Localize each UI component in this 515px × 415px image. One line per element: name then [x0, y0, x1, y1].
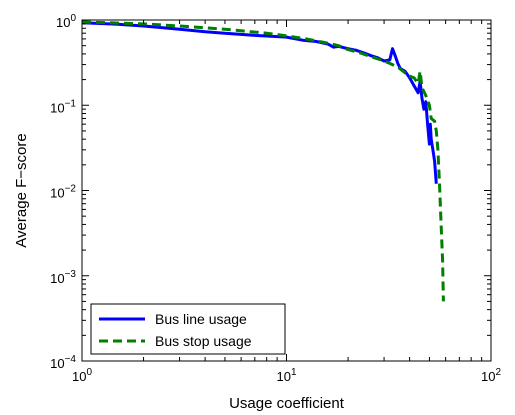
- series-layer: [81, 20, 445, 302]
- legend-box: [90, 303, 286, 355]
- y-tick-label: 10−3: [50, 269, 76, 286]
- legend: Bus line usage Bus stop usage: [90, 303, 286, 355]
- legend-label-bus-line: Bus line usage: [155, 311, 247, 327]
- x-tick-label: 102: [481, 367, 501, 384]
- legend-label-bus-stop: Bus stop usage: [155, 333, 252, 349]
- tick-label-layer: 100 101 102 10−4 10−3 10−2 10−1 100: [50, 13, 501, 384]
- series-line-bus-line: [81, 21, 438, 184]
- y-axis-label: Average F−score: [13, 133, 30, 247]
- y-tick-label: 10−2: [50, 184, 76, 201]
- y-tick-label: 100: [56, 13, 76, 30]
- x-tick-label: 100: [72, 367, 92, 384]
- series-line-bus-stop: [81, 20, 445, 302]
- x-axis-label: Usage coefficient: [229, 395, 345, 412]
- x-tick-label: 101: [276, 367, 296, 384]
- y-tick-label: 10−1: [50, 98, 76, 115]
- tick-layer: [81, 19, 492, 362]
- y-tick-label: 10−4: [50, 354, 76, 371]
